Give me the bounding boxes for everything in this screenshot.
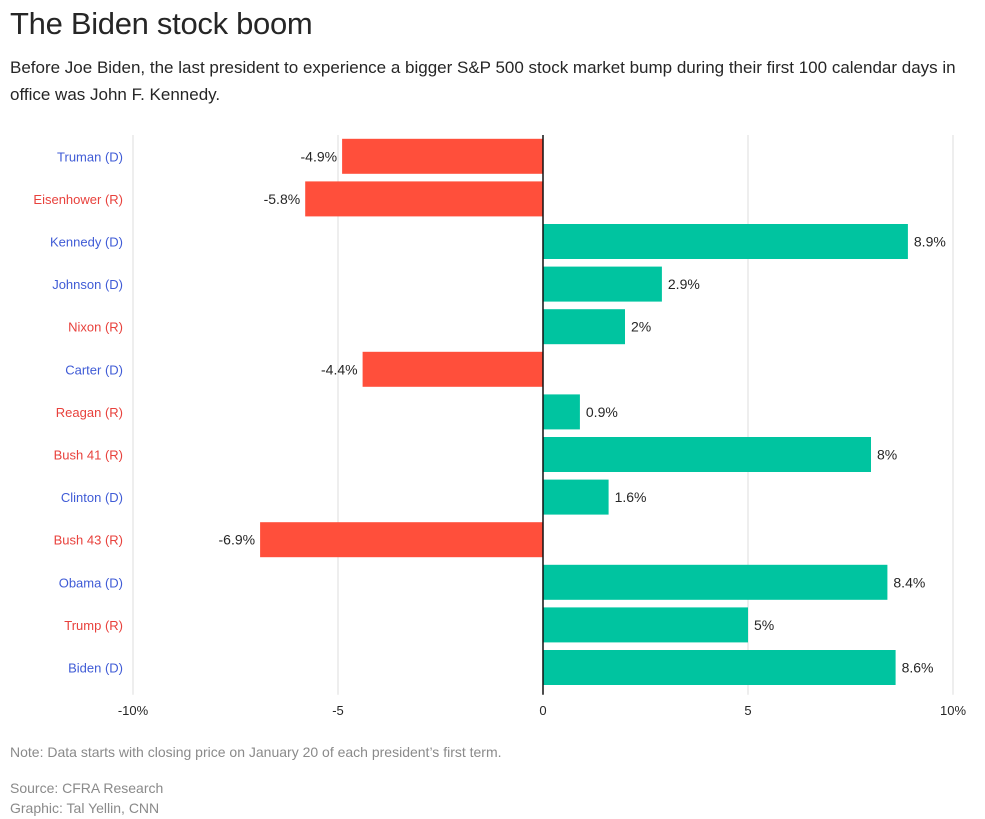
bar [543, 224, 908, 259]
bar [543, 650, 896, 685]
category-label: Bush 43 (R) [54, 533, 123, 548]
category-label: Clinton (D) [61, 490, 123, 505]
category-label: Truman (D) [57, 149, 123, 164]
bar [543, 607, 748, 643]
data-label: 1.6% [615, 489, 647, 505]
bar-layer [260, 138, 908, 685]
bar [260, 522, 543, 558]
label-layer: -4.9% Truman (D) -5.8% Eisenhower (R) 8.9% Ke… [33, 148, 945, 675]
source-block: Source: CFRA Research Graphic: Tal Yelli… [10, 778, 163, 818]
bar [362, 351, 543, 387]
category-label: Eisenhower (R) [33, 192, 123, 207]
bar [543, 309, 625, 345]
x-tick-label: 0 [539, 703, 546, 718]
bar-chart: -4.9% Truman (D) -5.8% Eisenhower (R) 8.9% Ke… [33, 135, 966, 718]
chart-title: The Biden stock boom [10, 6, 313, 41]
category-label: Nixon (R) [68, 320, 123, 335]
data-label: 0.9% [586, 404, 618, 420]
x-tick-label: -10% [118, 703, 149, 718]
category-label: Johnson (D) [52, 277, 123, 292]
data-label: 8.6% [902, 660, 934, 676]
chart-subtitle: Before Joe Biden, the last president to … [10, 58, 956, 104]
data-label: -4.4% [321, 361, 358, 377]
bar [543, 437, 871, 472]
category-label: Kennedy (D) [50, 235, 123, 250]
category-label: Bush 41 (R) [54, 448, 123, 463]
data-label: -6.9% [219, 532, 256, 548]
data-label: 2.9% [668, 276, 700, 292]
category-label: Reagan (R) [56, 405, 123, 420]
x-tick-label: -5 [332, 703, 344, 718]
credit-text: Graphic: Tal Yellin, CNN [10, 800, 160, 816]
category-label: Carter (D) [65, 362, 123, 377]
bar [305, 181, 543, 217]
data-label: 5% [754, 617, 774, 633]
category-label: Obama (D) [59, 575, 123, 590]
bar [543, 266, 662, 302]
chart-note: Note: Data starts with closing price on … [10, 744, 502, 760]
source-text: Source: CFRA Research [10, 780, 164, 796]
category-label: Trump (R) [64, 618, 123, 633]
data-label: -5.8% [264, 191, 301, 207]
category-label: Biden (D) [68, 661, 123, 676]
bar [543, 479, 609, 515]
x-tick-label: 5 [744, 703, 751, 718]
data-label: 2% [631, 319, 651, 335]
bar [543, 564, 888, 600]
bar [543, 394, 580, 430]
x-tick-label: 10% [940, 703, 966, 718]
bar [342, 138, 543, 174]
data-label: 8.4% [893, 574, 925, 590]
data-label: -4.9% [301, 148, 338, 164]
data-label: 8.9% [914, 234, 946, 250]
data-label: 8% [877, 447, 897, 463]
tick-layer: -10% -5 0 5 10% [118, 135, 966, 718]
